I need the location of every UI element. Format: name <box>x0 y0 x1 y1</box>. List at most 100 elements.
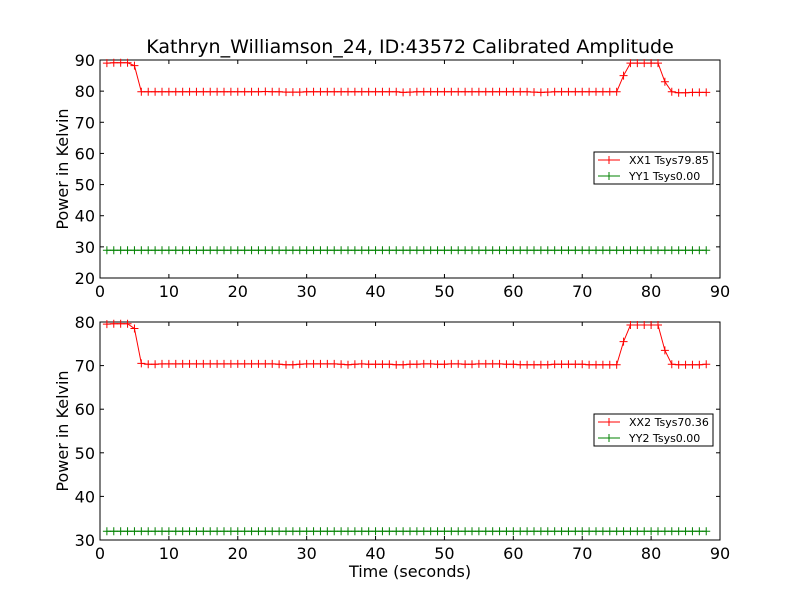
data-point <box>240 246 249 255</box>
data-point <box>137 359 146 368</box>
data-point <box>633 59 642 68</box>
data-point <box>488 527 497 536</box>
data-point <box>144 246 153 255</box>
data-point <box>206 87 215 96</box>
y-tick-label: 40 <box>75 487 95 506</box>
data-point <box>523 360 532 369</box>
y-tick-label: 80 <box>75 82 95 101</box>
data-point <box>116 246 125 255</box>
data-point <box>275 527 284 536</box>
data-point <box>702 88 711 97</box>
data-point <box>144 527 153 536</box>
data-point <box>109 527 118 536</box>
data-point <box>337 87 346 96</box>
data-point <box>226 527 235 536</box>
data-point <box>571 360 580 369</box>
data-point <box>288 246 297 255</box>
data-point <box>192 87 201 96</box>
data-point <box>268 87 277 96</box>
data-point <box>199 359 208 368</box>
data-point <box>151 360 160 369</box>
y-tick-label: 70 <box>75 113 95 132</box>
data-point <box>178 246 187 255</box>
data-point <box>323 246 332 255</box>
data-point <box>371 360 380 369</box>
data-point <box>233 246 242 255</box>
data-point <box>674 360 683 369</box>
data-point <box>612 527 621 536</box>
data-point <box>516 527 525 536</box>
data-point <box>213 359 222 368</box>
x-tick-label: 30 <box>296 544 316 563</box>
data-point <box>302 527 311 536</box>
data-point <box>109 58 118 67</box>
data-point <box>350 246 359 255</box>
x-tick-label: 60 <box>503 282 523 301</box>
data-point <box>399 527 408 536</box>
data-point <box>426 359 435 368</box>
data-point <box>509 527 518 536</box>
data-point <box>647 59 656 68</box>
bottom-plot-panel: 0 10 20 30 40 50 60 70 80 90 30 40 50 60 70 80 Power in … <box>53 313 730 581</box>
data-point <box>592 87 600 96</box>
data-point <box>282 360 290 369</box>
data-point <box>164 87 173 96</box>
data-point <box>282 527 290 536</box>
data-point <box>192 359 201 368</box>
data-point <box>461 246 470 255</box>
data-point <box>654 59 662 68</box>
data-point <box>481 246 490 255</box>
y-tick-label: 30 <box>75 531 95 550</box>
x-tick-label: 30 <box>296 282 316 301</box>
data-point <box>385 246 394 255</box>
data-point <box>399 246 408 255</box>
data-point <box>130 246 139 255</box>
data-point <box>116 58 125 67</box>
data-point <box>557 246 566 255</box>
data-point <box>268 246 277 255</box>
data-point <box>667 360 676 369</box>
legend-label: XX1 Tsys79.85 <box>629 154 709 167</box>
data-point <box>406 246 414 255</box>
data-point <box>640 527 649 536</box>
data-point <box>474 87 483 96</box>
data-point <box>619 246 628 255</box>
data-point <box>226 359 235 368</box>
y-tick-label: 50 <box>75 176 95 195</box>
data-point <box>660 246 669 255</box>
data-point <box>564 527 573 536</box>
data-point <box>433 246 442 255</box>
legend-swatch-marker <box>605 418 613 426</box>
data-point <box>158 527 166 536</box>
data-point <box>702 360 711 369</box>
data-point <box>371 87 380 96</box>
data-point <box>102 59 111 68</box>
data-point <box>144 87 153 96</box>
data-point <box>516 360 525 369</box>
data-point <box>213 527 222 536</box>
data-point <box>392 87 401 96</box>
data-point <box>199 246 208 255</box>
x-tick-label: 40 <box>365 544 385 563</box>
legend: XX2 Tsys70.36 YY2 Tsys0.00 <box>593 413 714 447</box>
data-point <box>626 246 635 255</box>
legend-swatch-marker <box>605 172 613 180</box>
x-tick-label: 90 <box>710 544 730 563</box>
data-point <box>109 246 118 255</box>
x-tick-label: 50 <box>434 544 454 563</box>
data-point <box>309 359 318 368</box>
data-point <box>440 87 449 96</box>
data-point <box>530 246 538 255</box>
data-point <box>550 527 559 536</box>
data-point <box>619 71 628 80</box>
data-point <box>288 360 297 369</box>
data-point <box>213 246 222 255</box>
data-point <box>247 359 256 368</box>
data-point <box>578 527 587 536</box>
legend-box <box>593 151 714 185</box>
data-point <box>164 527 173 536</box>
data-point <box>330 87 339 96</box>
data-point <box>357 359 366 368</box>
data-point <box>337 360 346 369</box>
data-point <box>295 88 304 97</box>
